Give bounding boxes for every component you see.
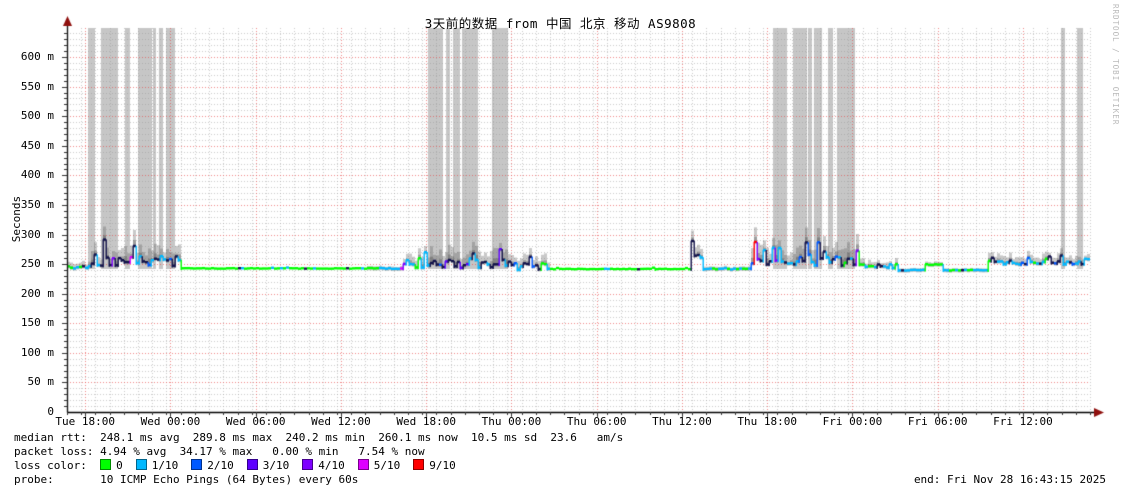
x-tick-label: Wed 06:00 [225, 415, 286, 428]
y-tick-label: 400 m [20, 168, 54, 182]
legend-item-label: 1/10 [151, 459, 179, 472]
legend-item: 1/10 [135, 459, 179, 472]
legend-item-label: 0 [116, 459, 123, 472]
legend-item: 5/10 [357, 459, 401, 472]
loss-color-swatch [100, 459, 112, 470]
legend-item-label: 2/10 [207, 459, 234, 472]
x-tick-label: Fri 12:00 [993, 415, 1053, 428]
x-tick-label: Thu 06:00 [566, 415, 627, 428]
x-tick-label: Fri 06:00 [907, 415, 968, 428]
loss-color-swatch [302, 459, 314, 470]
loss-color-swatch [357, 459, 369, 470]
end-timestamp: end: Fri Nov 28 16:43:15 2025 [913, 473, 1106, 486]
x-tick-label: Tue 18:00 [55, 415, 115, 428]
graph-title: 3天前的数据 from 中国 北京 移动 AS9808 [424, 16, 697, 31]
legend-item-label: 4/10 [318, 459, 345, 472]
y-tick-label: 200 m [20, 286, 54, 300]
median-rtt-stats-line: median rtt: 248.1 ms avg 289.8 ms max 24… [14, 431, 624, 444]
x-tick-label: Wed 12:00 [311, 415, 371, 428]
loss-color-swatch [135, 459, 147, 470]
y-tick-label: 450 m [20, 138, 54, 152]
x-tick-label: Wed 00:00 [140, 415, 201, 428]
loss-color-legend-items: 0 1/10 2/10 3/10 4/10 5/10 9/10 [100, 459, 469, 472]
y-tick-label: 0 [47, 405, 54, 418]
legend-item: 2/10 [191, 459, 234, 472]
y-tick-label: 100 m [20, 345, 54, 359]
y-tick-label: 600 m [20, 50, 54, 63]
packet-loss-stats-line: packet loss: 4.94 % avg 34.17 % max 0.00… [14, 445, 425, 458]
x-tick-label: Thu 12:00 [652, 415, 712, 428]
y-tick-label: 300 m [20, 227, 54, 241]
x-tick-label: Wed 18:00 [396, 415, 456, 428]
legend-item: 3/10 [246, 459, 290, 472]
y-tick-label: 350 m [20, 197, 54, 211]
legend-item: 4/10 [302, 459, 345, 472]
y-tick-label: 150 m [20, 316, 54, 330]
y-tick-label: 250 m [20, 257, 54, 271]
loss-color-legend-label: loss color: [14, 459, 101, 472]
y-tick-label: 550 m [20, 79, 54, 93]
probe-info-line: probe: 10 ICMP Echo Pings (64 Bytes) eve… [14, 473, 359, 486]
x-tick-label: Thu 18:00 [737, 415, 797, 428]
loss-color-legend: loss color: 0 1/10 2/10 3/10 4/10 5/10 9/10 [14, 459, 469, 473]
x-tick-label: Fri 00:00 [822, 415, 883, 428]
loss-color-swatch [413, 459, 425, 470]
legend-item: 0 [100, 459, 123, 472]
y-axis-label: Seconds [10, 195, 23, 243]
y-tick-label: 500 m [20, 109, 54, 123]
y-tick-label: 50 m [27, 375, 55, 389]
legend-item-label: 9/10 [429, 459, 456, 472]
x-tick-label: Thu 00:00 [481, 415, 542, 428]
rrdtool-watermark: RRDTOOL / TOBI OETIKER [1111, 4, 1120, 126]
loss-color-swatch [191, 459, 203, 470]
loss-color-swatch [246, 459, 258, 470]
legend-item-label: 5/10 [373, 459, 401, 472]
legend-item-label: 3/10 [262, 459, 290, 472]
legend-item: 9/10 [413, 459, 456, 472]
